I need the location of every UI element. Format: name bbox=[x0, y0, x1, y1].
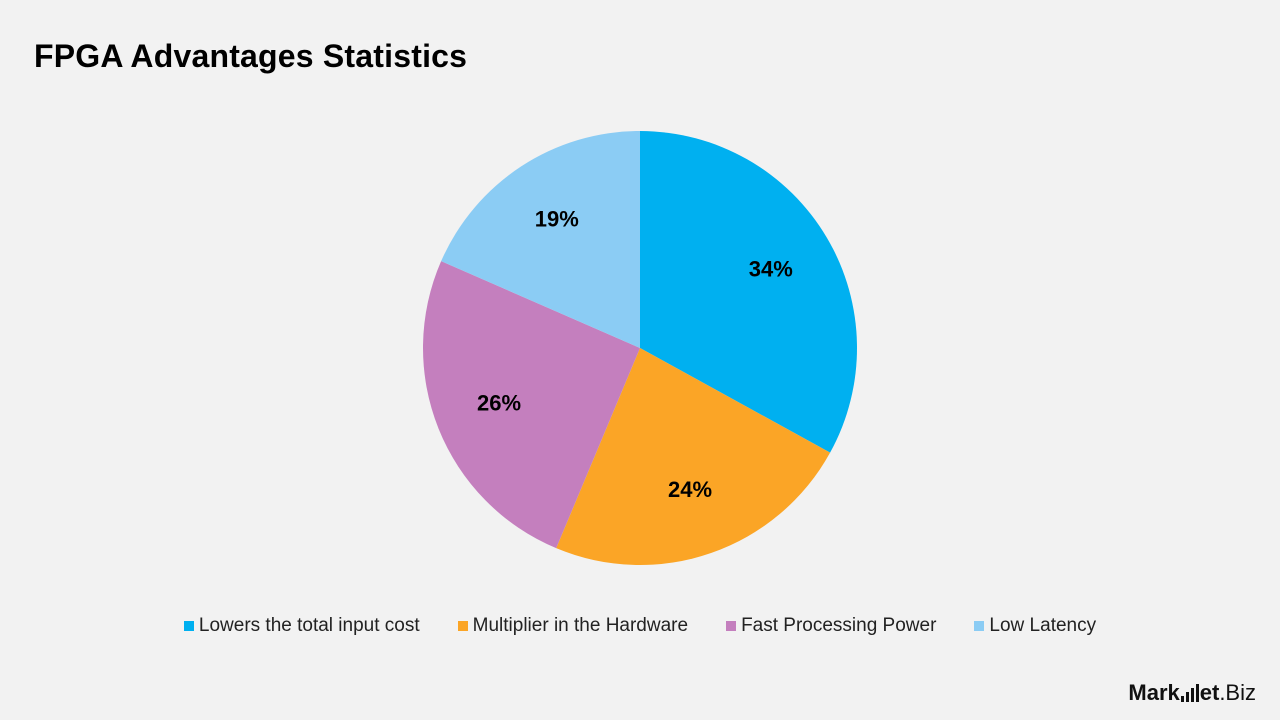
brand-text-part3: .Biz bbox=[1219, 680, 1256, 705]
legend-swatch bbox=[974, 621, 985, 631]
legend-swatch bbox=[726, 621, 737, 631]
slice-label: 19% bbox=[535, 207, 579, 232]
brand-text-part1: Mark bbox=[1128, 680, 1180, 705]
brand-bars-icon bbox=[1180, 684, 1199, 702]
pie-slice bbox=[640, 131, 858, 453]
brand-text-part2: et bbox=[1199, 680, 1220, 705]
legend-item: Lowers the total input cost bbox=[183, 615, 420, 637]
chart-title: FPGA Advantages Statistics bbox=[34, 38, 468, 74]
legend-label: Low Latency bbox=[989, 615, 1097, 636]
pie-slice bbox=[441, 130, 640, 348]
legend-item: Fast Processing Power bbox=[726, 615, 936, 637]
pie-slice bbox=[556, 348, 831, 565]
legend-swatch bbox=[457, 621, 468, 631]
legend-swatch bbox=[183, 621, 194, 631]
slice-label: 24% bbox=[668, 477, 712, 502]
legend-label: Lowers the total input cost bbox=[198, 615, 420, 636]
legend-item: Multiplier in the Hardware bbox=[457, 615, 689, 637]
legend: Lowers the total input cost Multiplier i… bbox=[0, 615, 1280, 637]
slice-label: 26% bbox=[477, 390, 521, 415]
pie-slice bbox=[423, 261, 640, 549]
legend-label: Fast Processing Power bbox=[741, 615, 937, 636]
brand-logo: Mark et .Biz bbox=[1128, 680, 1256, 706]
legend-label: Multiplier in the Hardware bbox=[472, 615, 689, 636]
legend-item: Low Latency bbox=[974, 615, 1096, 637]
pie-chart: 34% 24% 26% 19% bbox=[423, 130, 858, 565]
slice-label: 34% bbox=[749, 257, 793, 282]
